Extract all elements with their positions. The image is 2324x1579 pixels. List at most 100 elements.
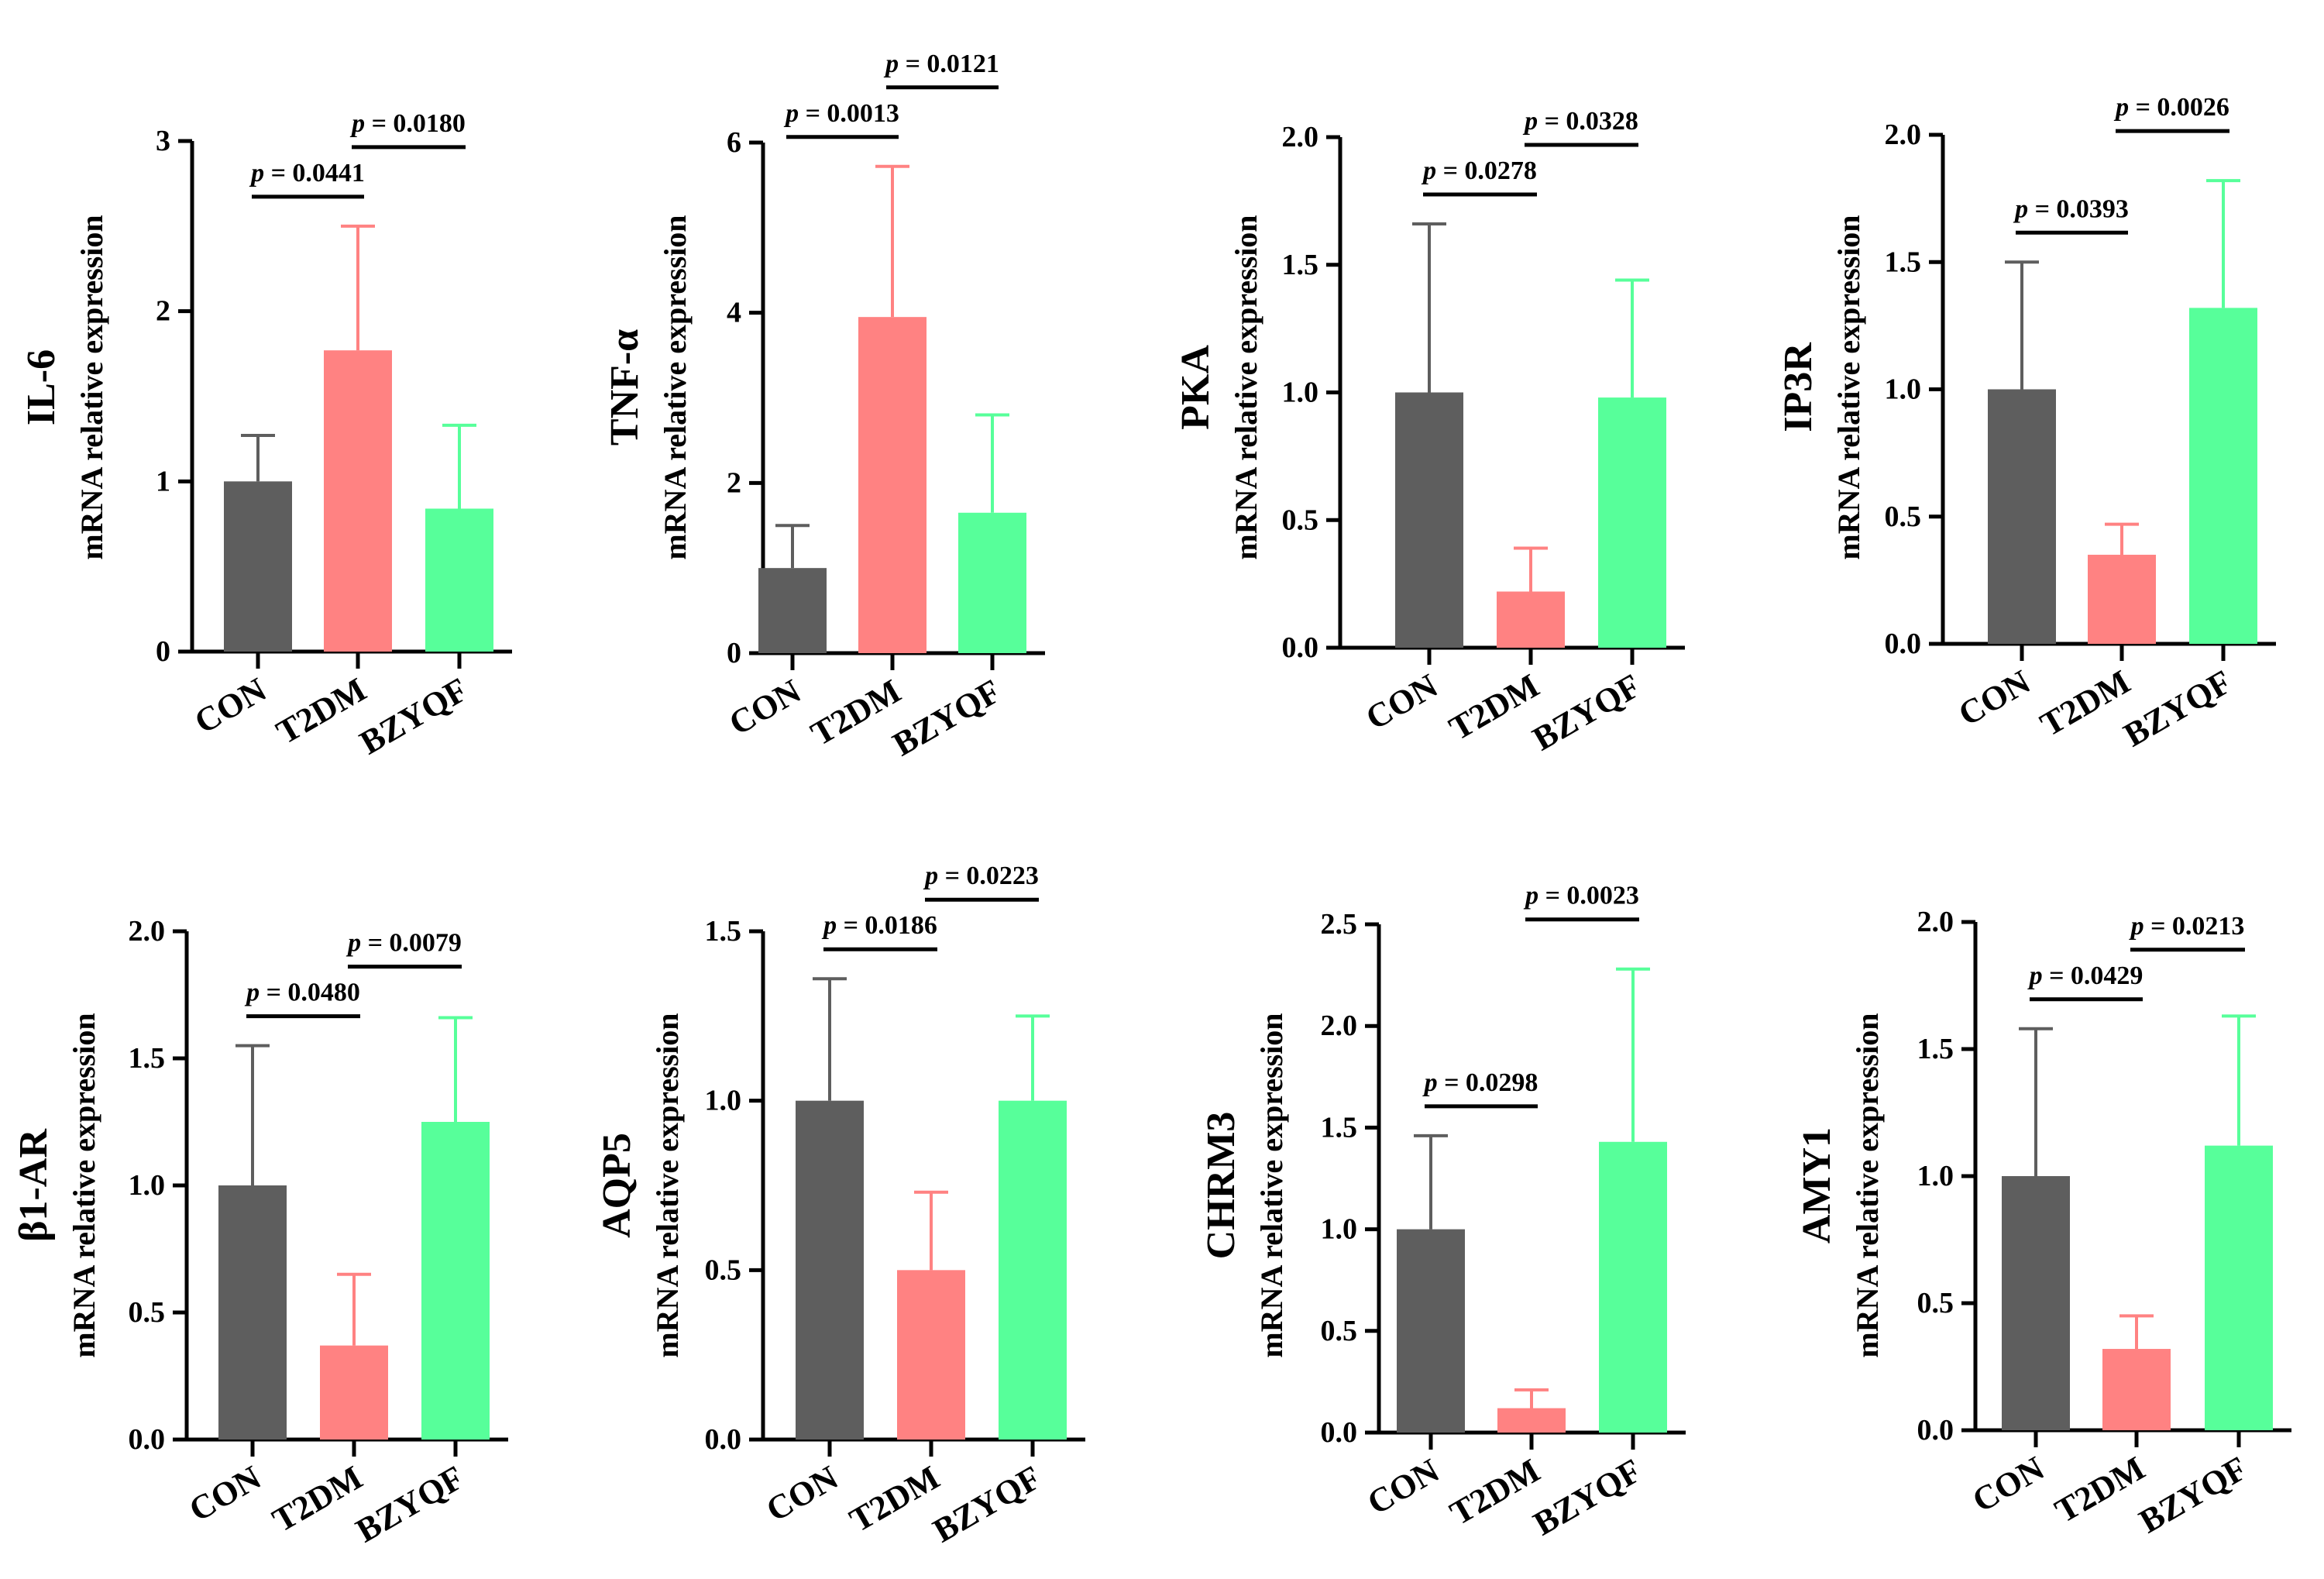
- y-tick-label: 2: [156, 295, 170, 328]
- bar-BZYQF: [2189, 308, 2257, 644]
- bar-T2DM: [324, 350, 392, 652]
- x-tick-label: T2DM: [266, 1458, 369, 1539]
- x-tick-label: CON: [1952, 662, 2037, 733]
- x-tick-label: BZYQF: [1527, 1451, 1648, 1543]
- y-axis-label: mRNA relative expression: [658, 215, 693, 559]
- x-tick-label: BZYQF: [353, 670, 474, 762]
- bar-CON: [1395, 392, 1463, 648]
- bar-BZYQF: [1599, 1141, 1667, 1433]
- y-tick-label: 0.5: [705, 1254, 742, 1286]
- y-axis-label: mRNA relative expression: [1229, 215, 1263, 559]
- bar-T2DM: [858, 317, 927, 653]
- x-tick-label: BZYQF: [349, 1458, 470, 1550]
- x-tick-label: CON: [760, 1458, 844, 1529]
- bar-T2DM: [320, 1345, 388, 1440]
- p-value-label: p = 0.0180: [349, 109, 466, 138]
- y-tick-label: 2.0: [1321, 1010, 1358, 1042]
- p-value-label: p = 0.0013: [783, 99, 899, 128]
- y-tick-label: 1.5: [129, 1042, 166, 1075]
- y-axis-label: mRNA relative expression: [67, 1013, 101, 1357]
- x-tick-label: CON: [1361, 1451, 1446, 1522]
- bar-BZYQF: [958, 512, 1026, 653]
- p-value-label: p = 0.0480: [244, 979, 360, 1007]
- gene-name: IP3R: [1776, 342, 1820, 432]
- x-tick-label: CON: [188, 670, 273, 741]
- x-tick-label: CON: [1966, 1449, 2051, 1519]
- bar-T2DM: [2088, 555, 2156, 644]
- x-tick-label: BZYQF: [2133, 1449, 2254, 1540]
- bar-T2DM: [1497, 591, 1565, 648]
- y-tick-label: 2.5: [1321, 908, 1358, 941]
- y-tick-label: 1.0: [1917, 1160, 1954, 1192]
- p-value-label: p = 0.0278: [1421, 157, 1537, 185]
- bar-BZYQF: [425, 508, 493, 652]
- p-value-label: p = 0.0186: [821, 911, 937, 940]
- x-tick-label: CON: [183, 1458, 267, 1529]
- bar-T2DM: [2102, 1349, 2171, 1430]
- y-tick-label: 1.5: [1917, 1033, 1954, 1065]
- y-tick-label: 0.5: [1282, 504, 1319, 536]
- y-tick-label: 0: [156, 635, 170, 668]
- y-tick-label: 2.0: [1282, 121, 1319, 153]
- y-tick-label: 3: [156, 125, 170, 157]
- y-tick-label: 0.5: [129, 1296, 166, 1329]
- x-tick-label: BZYQF: [2117, 662, 2238, 754]
- y-tick-label: 2.0: [129, 915, 166, 948]
- y-tick-label: 2: [727, 466, 741, 499]
- gene-name: TNF-α: [603, 329, 647, 445]
- y-tick-label: 1.5: [705, 915, 742, 948]
- gene-name: AMY1: [1795, 1127, 1839, 1244]
- y-axis-label: mRNA relative expression: [650, 1013, 685, 1357]
- y-axis-label: mRNA relative expression: [1254, 1013, 1289, 1357]
- bar-T2DM: [897, 1270, 965, 1440]
- x-tick-label: T2DM: [270, 670, 373, 752]
- x-tick-label: T2DM: [1444, 1451, 1546, 1533]
- p-value-label: p = 0.0213: [2129, 912, 2245, 941]
- p-value-label: p = 0.0298: [1422, 1068, 1538, 1097]
- p-value-label: p = 0.0026: [2113, 93, 2229, 122]
- x-tick-label: BZYQF: [1526, 666, 1647, 758]
- x-tick-label: CON: [723, 672, 807, 742]
- y-tick-label: 0.5: [1321, 1315, 1358, 1347]
- y-tick-label: 0.0: [1885, 628, 1922, 660]
- y-tick-label: 0.0: [705, 1423, 742, 1456]
- x-tick-label: T2DM: [844, 1458, 946, 1539]
- y-tick-label: 1.0: [1282, 377, 1319, 409]
- p-value-label: p = 0.0121: [883, 50, 999, 78]
- y-tick-label: 1: [156, 465, 170, 497]
- bar-CON: [224, 481, 292, 652]
- y-tick-label: 0.0: [1917, 1414, 1954, 1447]
- gene-name: β1-AR: [12, 1128, 56, 1242]
- p-value-label: p = 0.0393: [2013, 194, 2129, 223]
- bar-CON: [796, 1100, 864, 1440]
- gene-name: PKA: [1174, 345, 1218, 430]
- y-tick-label: 2.0: [1885, 119, 1922, 151]
- bar-CON: [2002, 1176, 2070, 1430]
- x-tick-label: T2DM: [2049, 1449, 2151, 1530]
- y-tick-label: 0.5: [1885, 501, 1922, 533]
- y-tick-label: 1.0: [1321, 1213, 1358, 1246]
- x-tick-label: BZYQF: [886, 672, 1007, 763]
- bar-BZYQF: [999, 1100, 1067, 1440]
- y-tick-label: 1.0: [129, 1169, 166, 1202]
- y-tick-label: 1.0: [1885, 373, 1922, 406]
- y-axis-label: mRNA relative expression: [1831, 215, 1866, 559]
- x-tick-label: T2DM: [1443, 666, 1545, 748]
- y-tick-label: 0: [727, 637, 741, 669]
- bar-CON: [1397, 1229, 1465, 1433]
- x-tick-label: T2DM: [2034, 662, 2137, 744]
- bar-CON: [218, 1185, 287, 1440]
- y-tick-label: 1.5: [1282, 249, 1319, 281]
- y-axis-label: mRNA relative expression: [74, 215, 109, 559]
- y-tick-label: 1.5: [1885, 246, 1922, 278]
- y-axis-label: mRNA relative expression: [1850, 1013, 1885, 1357]
- y-tick-label: 0.0: [1321, 1416, 1358, 1449]
- gene-name: IL-6: [19, 349, 64, 425]
- gene-name: AQP5: [595, 1133, 639, 1238]
- y-tick-label: 2.0: [1917, 906, 1954, 938]
